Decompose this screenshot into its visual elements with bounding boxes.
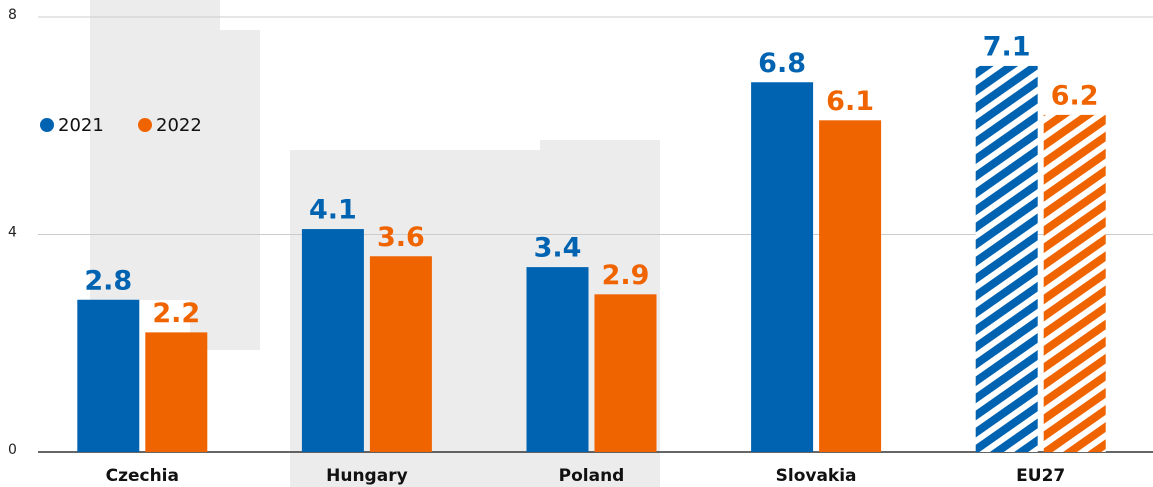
- legend-label: 2021: [58, 115, 104, 136]
- x-tick-label: Hungary: [326, 466, 408, 486]
- x-tick-label: EU27: [1016, 466, 1065, 486]
- value-label: 6.8: [758, 48, 806, 79]
- value-label: 6.1: [826, 86, 874, 117]
- value-label: 6.2: [1051, 80, 1099, 111]
- bar: [595, 294, 657, 452]
- y-tick-label: 4: [8, 225, 17, 241]
- value-label: 7.1: [983, 31, 1031, 62]
- x-tick-label: Poland: [559, 466, 625, 486]
- legend-label: 2022: [156, 115, 202, 136]
- bar: [819, 120, 881, 452]
- bar: [145, 332, 207, 452]
- chart: 0 4 8 Czechia 2.8 2.2 Hungary 4.1 3.6 Poland 3.4 2.…: [0, 0, 1153, 487]
- bar: [976, 66, 1038, 452]
- y-tick-label: 8: [8, 7, 17, 23]
- y-tick-label: 0: [8, 442, 17, 458]
- bar: [751, 82, 813, 452]
- value-label: 3.4: [534, 233, 582, 264]
- legend-marker: [40, 118, 54, 132]
- bar: [370, 256, 432, 452]
- value-label: 4.1: [309, 195, 357, 226]
- x-tick-label: Czechia: [106, 466, 179, 486]
- value-label: 2.9: [602, 260, 650, 291]
- value-label: 2.2: [152, 298, 200, 329]
- value-label: 2.8: [84, 265, 132, 296]
- bar: [527, 267, 589, 452]
- value-label: 3.6: [377, 222, 425, 253]
- bar: [1044, 115, 1106, 452]
- x-tick-label: Slovakia: [776, 466, 857, 486]
- bar: [302, 229, 364, 452]
- legend-marker: [138, 118, 152, 132]
- bar: [77, 300, 139, 452]
